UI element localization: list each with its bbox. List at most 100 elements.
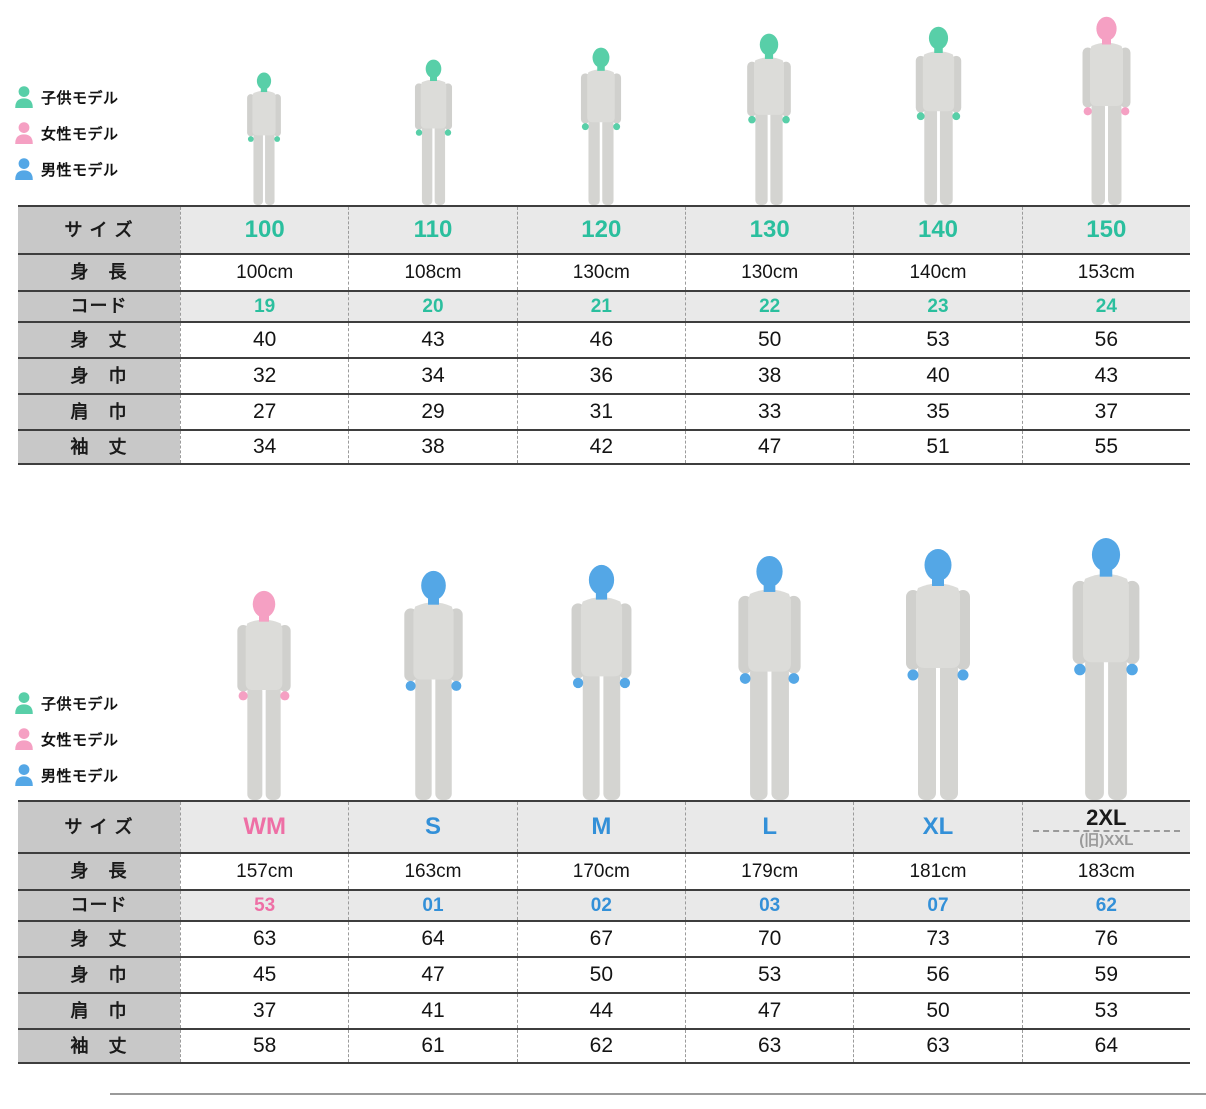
measurement-value: 44 — [516, 994, 685, 1028]
measurement-value: 53 — [853, 323, 1021, 357]
code-value: 62 — [1021, 891, 1190, 920]
measurement-value: 40 — [180, 323, 348, 357]
man-model-icon — [15, 764, 33, 786]
size-col-header: XL — [853, 802, 1022, 852]
woman-model-figure — [237, 590, 291, 800]
bottom-crop-line — [110, 1093, 1206, 1095]
measurement-value: 62 — [516, 1030, 685, 1062]
measurement-value: 36 — [516, 359, 685, 393]
man-model-figure — [738, 555, 801, 800]
height-value: 100cm — [180, 255, 348, 290]
man-model-icon — [15, 158, 33, 180]
measurement-value: 63 — [180, 922, 348, 956]
row-label-size: サ イ ズ — [18, 802, 180, 852]
size-col-header: L — [684, 802, 854, 852]
kids-size-table: サ イ ズ 100 110 120 130 140 150 身 長 100cm … — [18, 205, 1190, 465]
code-value: 53 — [180, 891, 349, 920]
measurement-value: 50 — [684, 323, 853, 357]
measurement-value: 55 — [1021, 431, 1190, 463]
measurement-value: 43 — [348, 323, 516, 357]
man-model-figure — [571, 564, 632, 800]
code-value: 22 — [684, 292, 854, 321]
row-label-sleeve-length: 袖 丈 — [18, 431, 180, 463]
size-2xl-label: 2XL — [1086, 804, 1127, 830]
measurement-value: 50 — [516, 958, 685, 992]
measurement-value: 47 — [684, 431, 853, 463]
table-row-body-length: 身 丈 40 43 46 50 53 56 — [18, 321, 1190, 357]
measurement-value: 33 — [684, 395, 853, 429]
legend-label-woman: 女性モデル — [41, 125, 119, 143]
height-value: 153cm — [1021, 255, 1190, 290]
measurement-value: 56 — [1021, 323, 1190, 357]
row-label-body-length: 身 丈 — [18, 323, 180, 357]
code-value: 20 — [348, 292, 517, 321]
table-row-body-width: 身 巾 32 34 36 38 40 43 — [18, 357, 1190, 393]
measurement-value: 38 — [348, 431, 516, 463]
legend-label-child: 子供モデル — [41, 89, 119, 107]
size-col-header: 150 — [1021, 207, 1190, 253]
legend-item-child: 子供モデル — [14, 86, 119, 108]
measurement-value: 31 — [516, 395, 685, 429]
legend-item-child: 子供モデル — [14, 692, 119, 714]
row-label-body-width: 身 巾 — [18, 359, 180, 393]
measurement-value: 58 — [180, 1030, 348, 1062]
row-label-body-length: 身 丈 — [18, 922, 180, 956]
measurement-value: 47 — [348, 958, 516, 992]
height-value: 130cm — [684, 255, 853, 290]
measurement-value: 76 — [1021, 922, 1190, 956]
legend-item-woman: 女性モデル — [14, 122, 119, 144]
measurement-value: 40 — [853, 359, 1021, 393]
woman-model-figure — [1082, 16, 1131, 205]
height-value: 157cm — [180, 854, 348, 889]
code-value: 01 — [348, 891, 517, 920]
measurement-value: 45 — [180, 958, 348, 992]
measurement-value: 29 — [348, 395, 516, 429]
measurement-value: 35 — [853, 395, 1021, 429]
legend-label-child: 子供モデル — [41, 695, 119, 713]
row-label-shoulder-width: 肩 巾 — [18, 994, 180, 1028]
legend-item-man: 男性モデル — [14, 764, 119, 786]
row-label-height: 身 長 — [18, 854, 180, 889]
child-model-icon — [15, 86, 33, 108]
measurement-value: 27 — [180, 395, 348, 429]
row-label-code: コード — [18, 292, 180, 321]
size-col-header: S — [348, 802, 517, 852]
measurement-value: 63 — [853, 1030, 1021, 1062]
measurement-value: 64 — [1021, 1030, 1190, 1062]
adult-size-table: サ イ ズ WM S M L XL 2XL (旧)XXL 身 長 157cm 1… — [18, 800, 1190, 1064]
code-value: 19 — [180, 292, 349, 321]
size-col-header: 140 — [853, 207, 1022, 253]
size-col-header: 110 — [348, 207, 517, 253]
row-label-sleeve-length: 袖 丈 — [18, 1030, 180, 1062]
height-value: 163cm — [348, 854, 516, 889]
man-model-figure — [404, 570, 463, 800]
measurement-value: 73 — [853, 922, 1021, 956]
code-value: 23 — [853, 292, 1022, 321]
table-row-sleeve-length: 袖 丈 34 38 42 47 51 55 — [18, 429, 1190, 465]
measurement-value: 41 — [348, 994, 516, 1028]
row-label-height: 身 長 — [18, 255, 180, 290]
measurement-value: 50 — [853, 994, 1021, 1028]
table-row-height: 身 長 100cm 108cm 130cm 130cm 140cm 153cm — [18, 253, 1190, 290]
table-row-size: サ イ ズ 100 110 120 130 140 150 — [18, 205, 1190, 253]
woman-model-icon — [15, 122, 33, 144]
man-model-figure — [1072, 538, 1140, 800]
measurement-value: 42 — [516, 431, 685, 463]
model-legend-bottom: 子供モデル 女性モデル 男性モデル — [14, 692, 119, 786]
size-2xl-old-name: (旧)XXL — [1032, 829, 1180, 849]
size-col-header-2xl: 2XL (旧)XXL — [1021, 802, 1190, 852]
measurement-value: 51 — [853, 431, 1021, 463]
table-row-height: 身 長 157cm 163cm 170cm 179cm 181cm 183cm — [18, 852, 1190, 889]
height-value: 108cm — [348, 255, 516, 290]
child-model-figure — [580, 47, 622, 205]
table-row-size: サ イ ズ WM S M L XL 2XL (旧)XXL — [18, 800, 1190, 852]
row-label-shoulder-width: 肩 巾 — [18, 395, 180, 429]
model-legend-top: 子供モデル 女性モデル 男性モデル — [14, 86, 119, 180]
height-value: 181cm — [853, 854, 1021, 889]
table-row-code: コード 19 20 21 22 23 24 — [18, 290, 1190, 321]
code-value: 07 — [853, 891, 1022, 920]
measurement-value: 61 — [348, 1030, 516, 1062]
measurement-value: 37 — [180, 994, 348, 1028]
size-col-header: M — [516, 802, 685, 852]
